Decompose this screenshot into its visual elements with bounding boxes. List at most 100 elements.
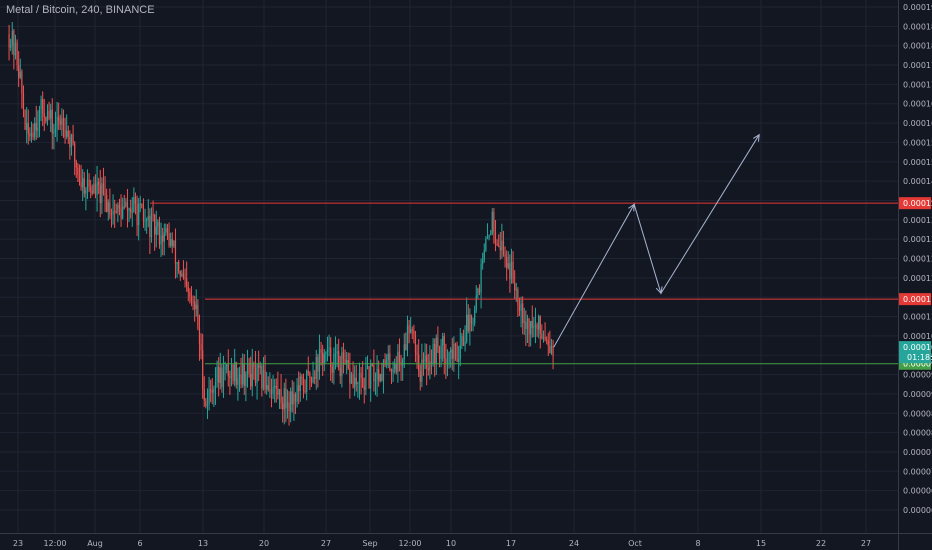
candle-down (344, 358, 346, 364)
candle-down (69, 136, 71, 148)
price-axis-label: 0.0001050 (903, 332, 932, 341)
candle-down (301, 376, 303, 379)
candle-up (283, 388, 285, 410)
candle-down (126, 201, 129, 211)
candle-down (427, 368, 429, 371)
candle-up (392, 368, 394, 373)
projection-path[interactable] (553, 134, 760, 348)
candle-down (102, 183, 105, 194)
level-price-tag-text: 0.0001393 (903, 199, 932, 208)
time-axis-label: 15 (756, 539, 766, 548)
price-axis-label: 0.0000700 (903, 467, 932, 476)
time-axis-label: 24 (569, 539, 579, 548)
candle-up (50, 109, 52, 119)
candle-down (51, 109, 53, 134)
candle-up (526, 318, 529, 330)
candle-up (96, 181, 98, 195)
candle-down (320, 349, 322, 353)
candle-up (38, 109, 41, 128)
candle-up (520, 303, 522, 311)
candle-down (162, 235, 164, 242)
candle-down (98, 181, 100, 186)
candle-down (24, 109, 26, 130)
candle-up (53, 131, 55, 134)
candle-up (131, 211, 133, 213)
candle-up (259, 366, 261, 368)
candle-down (371, 363, 373, 366)
candle-down (330, 347, 332, 367)
candle-up (432, 344, 434, 364)
candle-up (86, 179, 89, 191)
candle-down (416, 352, 418, 355)
candle-up (510, 261, 513, 280)
candle-down (456, 345, 458, 362)
candle-up (112, 210, 114, 215)
candle-up (318, 349, 321, 372)
candle-down (106, 195, 108, 212)
candle-down (363, 386, 365, 390)
candle-down (114, 210, 116, 212)
candle-up (533, 327, 535, 329)
candle-down (426, 355, 428, 369)
time-axis-label: 12:00 (398, 539, 421, 548)
candle-up (483, 250, 485, 261)
candle-down (493, 211, 495, 233)
candle-up (402, 359, 404, 366)
candle-up (410, 329, 412, 334)
price-axis-label: 0.0001350 (903, 216, 932, 225)
candle-down (243, 363, 245, 386)
candle-down (438, 347, 441, 360)
candle-down (509, 263, 511, 280)
candle-down (405, 344, 407, 351)
candle-down (294, 394, 297, 402)
candle-up (30, 132, 33, 137)
candle-up (323, 353, 325, 365)
candle-up (485, 238, 487, 251)
symbol-title: Metal / Bitcoin, 240, BINANCE (6, 4, 155, 16)
price-axis-label: 0.0000850 (903, 409, 932, 418)
candle-down (518, 305, 521, 311)
candle-down (104, 193, 106, 196)
candle-down (67, 130, 69, 137)
candle-down (18, 65, 20, 78)
candle-down (258, 364, 260, 368)
candle-down (267, 385, 269, 390)
time-axis-label: 8 (695, 539, 700, 548)
candle-up (155, 226, 157, 235)
candle-up (365, 368, 367, 390)
candle-up (157, 221, 159, 227)
candle-down (142, 207, 145, 221)
candle-down (288, 402, 290, 412)
candle-down (498, 245, 500, 247)
candle-up (299, 376, 301, 392)
candle-down (74, 143, 76, 162)
candle-down (192, 301, 194, 303)
candle-up (195, 304, 197, 310)
projection-arrowhead (753, 133, 760, 142)
candle-down (80, 182, 82, 188)
candle-up (85, 190, 87, 194)
candle-down (186, 278, 188, 287)
candle-up (117, 204, 119, 213)
candle-up (293, 394, 295, 405)
candle-down (512, 261, 514, 284)
candle-down (298, 385, 300, 392)
candle-down (90, 186, 92, 191)
candle-down (205, 400, 207, 406)
candle-down (190, 296, 193, 302)
candle-up (269, 389, 271, 391)
candle-up (234, 362, 236, 382)
candle-down (302, 378, 305, 391)
candle-down (381, 373, 383, 381)
candle-down (221, 367, 223, 388)
candle-down (254, 367, 257, 384)
candle-down (261, 366, 263, 389)
level-price-tag (899, 197, 931, 210)
candle-down (389, 353, 391, 370)
time-axis-label: 6 (137, 539, 142, 548)
candle-down (8, 34, 10, 48)
candle-down (408, 325, 410, 334)
